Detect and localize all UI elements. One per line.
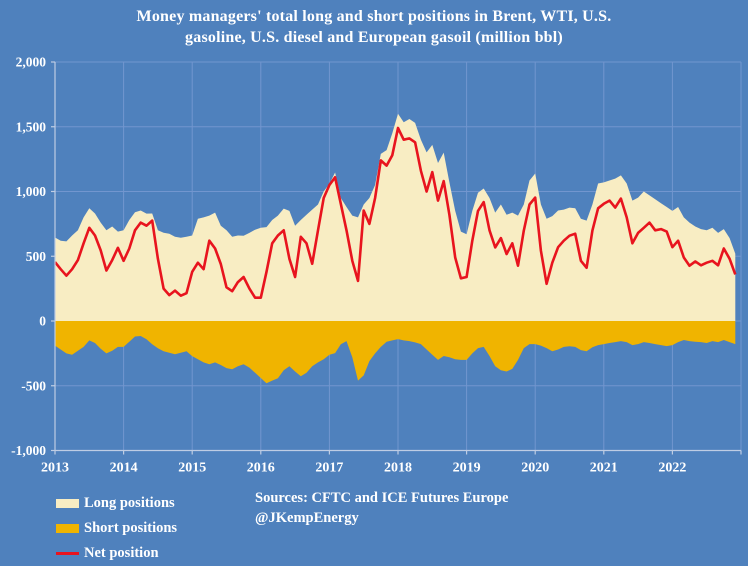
legend-item-short: Short positions (56, 516, 177, 541)
area-short-positions (55, 321, 736, 384)
x-tick-label: 2016 (247, 461, 275, 476)
long-positions-swatch (56, 499, 79, 508)
y-tick-label: -1,000 (11, 443, 46, 458)
chart-title-line1: Money managers' total long and short pos… (136, 8, 612, 25)
legend-label: Net position (84, 545, 159, 561)
axes (51, 61, 742, 455)
x-tick-label: 2013 (41, 461, 69, 476)
y-axis-tick-labels: 2,000 1,500 1,000 500 0 -500 -1,000 (11, 55, 46, 459)
source-line2: @JKempEnergy (255, 510, 359, 526)
source-line1: Sources: CFTC and ICE Futures Europe (255, 490, 509, 506)
chart-title: Money managers' total long and short pos… (0, 6, 748, 48)
x-tick-label: 2021 (590, 461, 618, 476)
chart-title-line2: gasoline, U.S. diesel and European gasoi… (185, 29, 563, 46)
area-series (55, 113, 736, 384)
net-position-line (53, 126, 737, 300)
legend-item-net: Net position (56, 541, 177, 566)
x-tick-label: 2020 (521, 461, 549, 476)
short-positions-swatch (56, 524, 79, 533)
legend-item-long: Long positions (56, 491, 177, 516)
y-tick-label: 0 (39, 314, 46, 329)
y-tick-label: 1,000 (16, 184, 47, 199)
x-tick-label: 2017 (315, 461, 343, 476)
area-long-positions (55, 113, 736, 321)
y-tick-label: -500 (21, 378, 46, 393)
net-position-swatch (56, 552, 79, 555)
x-tick-label: 2014 (110, 461, 138, 476)
x-tick-label: 2022 (658, 461, 686, 476)
y-tick-label: 500 (26, 249, 47, 264)
legend-label: Long positions (84, 495, 175, 511)
legend-label: Short positions (84, 520, 178, 536)
line-net-position (53, 126, 737, 300)
y-tick-label: 1,500 (16, 119, 47, 134)
x-tick-label: 2015 (178, 461, 206, 476)
y-tick-label: 2,000 (16, 55, 47, 70)
x-axis-tick-labels: 2013 2014 2015 2016 2017 2018 2019 2020 2021 2022 (41, 461, 686, 476)
legend: Long positions Short positions Net posit… (56, 491, 177, 566)
x-tick-label: 2018 (384, 461, 412, 476)
source-attribution: Sources: CFTC and ICE Futures Europe @JK… (255, 488, 508, 528)
x-tick-label: 2019 (453, 461, 481, 476)
